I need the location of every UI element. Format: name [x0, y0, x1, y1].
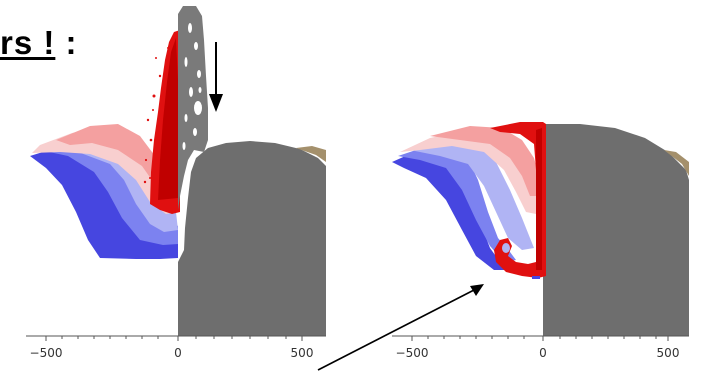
left-tan-cap: [296, 146, 326, 162]
left-red-jet-core: [158, 38, 178, 200]
left-tick-label-500: 500: [291, 346, 314, 360]
right-curl-center: [502, 243, 510, 253]
headline-trailing-text: :: [55, 24, 78, 61]
left-column-white-marks: [182, 23, 202, 150]
left-gray-body: [178, 141, 326, 336]
right-blue-fleck: [532, 276, 540, 279]
right-pink-layer: [430, 126, 540, 196]
right-axis-ticks: [411, 336, 669, 341]
pointer-arrow: [317, 284, 484, 371]
right-tick-label-0: 0: [539, 346, 547, 360]
right-tan-cap: [664, 150, 689, 176]
left-red-speckles: [143, 47, 169, 184]
right-tick-label-500: 500: [657, 346, 680, 360]
left-panel: −500 0 500: [26, 6, 326, 360]
headline: rs ! :: [0, 24, 78, 62]
right-lavender-layer: [410, 136, 534, 250]
right-deep-blue-layer: [392, 148, 506, 270]
right-panel: −500 0 500: [392, 122, 689, 360]
right-red-rim-core: [536, 128, 542, 270]
impact-arrow-head: [209, 94, 223, 112]
left-lavender-layer: [50, 132, 178, 232]
left-blue-layer: [40, 138, 178, 245]
left-gray-column: [178, 6, 208, 210]
right-tick-label-neg500: −500: [396, 346, 429, 360]
pointer-arrow-shaft: [317, 289, 475, 371]
left-tick-label-0: 0: [174, 346, 182, 360]
pointer-arrow-head: [470, 284, 484, 296]
left-pink-layer: [56, 124, 178, 200]
right-blue-layer: [398, 142, 516, 262]
left-axis-ticks: [45, 336, 303, 341]
left-tick-label-neg500: −500: [30, 346, 63, 360]
headline-underlined-text: rs !: [0, 24, 56, 61]
right-gray-body: [543, 124, 689, 336]
right-red-rim: [490, 122, 546, 278]
